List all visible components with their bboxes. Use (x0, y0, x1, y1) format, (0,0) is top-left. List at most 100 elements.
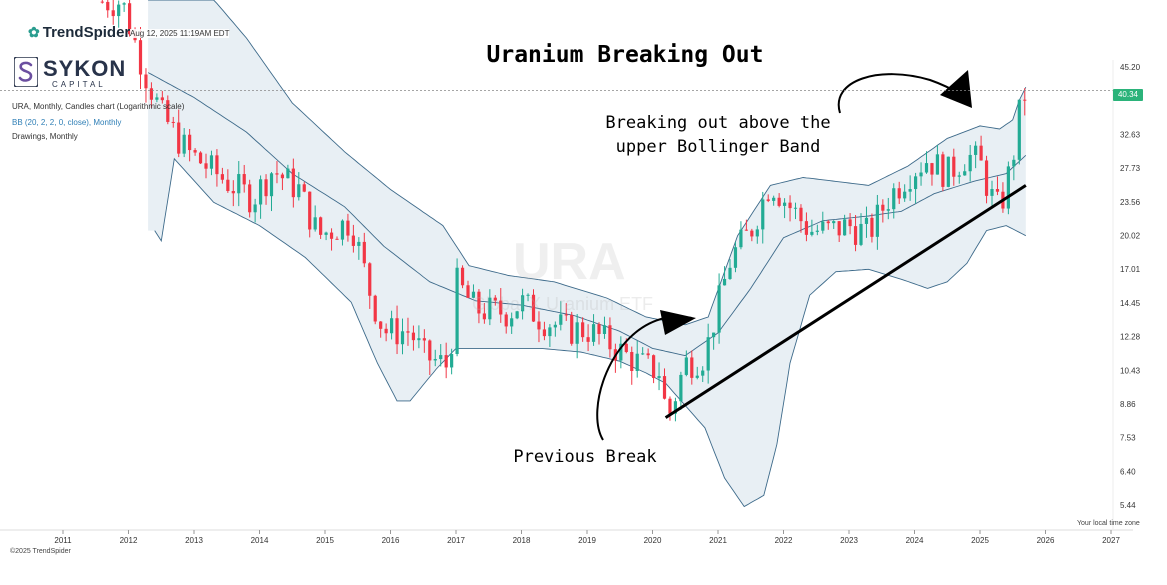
candle-body (919, 172, 923, 177)
candle-body (204, 163, 208, 169)
candle-body (471, 291, 476, 298)
candle-body (690, 357, 694, 378)
candle-body (466, 285, 470, 298)
candle-body (493, 297, 497, 301)
candle-body (188, 134, 192, 151)
candle-body (602, 325, 607, 334)
x-tick-label: 2018 (513, 536, 531, 545)
candle-body (963, 171, 967, 176)
candle-body (575, 322, 579, 344)
y-tick-label: 32.63 (1120, 130, 1141, 139)
candle-body (646, 353, 650, 356)
candle-body (952, 156, 956, 177)
candle-body (913, 176, 918, 190)
candle-body (782, 202, 787, 206)
candle-body (935, 154, 940, 175)
candle-body (373, 295, 377, 322)
x-tick-label: 2020 (644, 536, 662, 545)
support-trendline[interactable] (664, 184, 1027, 419)
candle-body (313, 217, 317, 230)
candle-body (881, 204, 885, 211)
candle-body (117, 4, 121, 17)
candle-body (979, 145, 983, 161)
candle-body (520, 295, 525, 312)
candle-body (166, 100, 170, 122)
y-tick-label: 6.40 (1120, 467, 1136, 476)
candle-body (930, 163, 934, 175)
candle-body (297, 184, 301, 198)
breakout-arrow-head-icon (940, 70, 972, 108)
candle-body (679, 374, 683, 402)
candle-body (875, 204, 879, 237)
candle-body (1023, 99, 1027, 101)
candle-body (739, 229, 743, 248)
candle-body (990, 189, 994, 196)
candle-body (504, 314, 508, 327)
candle-body (826, 221, 830, 224)
candle-body (308, 191, 312, 230)
symbol-legend[interactable]: URA, Monthly, Candles chart (Logarithmic… (12, 102, 185, 111)
candle-body (695, 375, 699, 378)
candle-body (226, 179, 230, 191)
candle-body (843, 219, 847, 236)
x-tick-label: 2022 (775, 536, 793, 545)
candle-body (668, 398, 672, 414)
trendspider-leaf-icon: ✿ (28, 24, 40, 40)
annotation-arrows-layer (596, 70, 972, 441)
last-price-badge: 40.34 (1113, 89, 1143, 101)
breakout-annotation-line1: Breaking out above the (605, 113, 831, 133)
candle-body (280, 174, 285, 179)
candle-body (531, 294, 536, 322)
candle-body (351, 235, 355, 246)
bb-indicator-legend[interactable]: BB (20, 2, 2, 0, close), Monthly (12, 118, 122, 127)
x-tick-label: 2027 (1102, 536, 1120, 545)
candle-body (772, 197, 776, 201)
candle-body (329, 232, 334, 239)
candle-body (591, 324, 596, 342)
candle-body (864, 217, 869, 224)
drawings-legend[interactable]: Drawings, Monthly (12, 132, 78, 141)
candle-body (701, 370, 705, 376)
candle-body (482, 313, 486, 320)
x-tick-label: 2017 (447, 536, 465, 545)
axes-layer: 45.20 32.63 27.73 23.56 20.02 17.01 14.45 12.28… (0, 60, 1141, 545)
candle-body (379, 321, 383, 329)
candle-body (1017, 99, 1021, 160)
candle-body (155, 97, 159, 100)
timezone-label[interactable]: Your local time zone (1077, 520, 1140, 527)
candle-body (100, 1, 104, 3)
candle-body (193, 150, 197, 153)
candle-body (477, 291, 481, 314)
candle-body (149, 88, 154, 100)
candle-body (357, 241, 361, 246)
candle-body (810, 231, 814, 235)
x-tick-label: 2013 (185, 536, 203, 545)
bb-lower-line (154, 157, 1027, 508)
candle-body (400, 331, 405, 345)
sykon-logo-subtext: CAPITAL (52, 80, 106, 89)
candle-body (422, 338, 426, 341)
candle-body (275, 173, 279, 175)
candle-body (974, 145, 978, 155)
candle-body (892, 188, 896, 210)
candle-body (335, 238, 339, 240)
candle-body (559, 314, 563, 325)
candle-body (570, 314, 574, 344)
candle-body (488, 297, 492, 320)
candle-body (984, 160, 989, 196)
candle-body (499, 300, 503, 315)
sykon-logo-text: SYKON (43, 56, 127, 81)
candle-body (362, 241, 366, 264)
candle-body (941, 154, 945, 187)
candle-body (182, 134, 186, 154)
candle-body (673, 401, 678, 414)
candle-body (526, 294, 530, 296)
candle-body (215, 155, 219, 175)
candle-body (127, 3, 132, 35)
candle-body (510, 318, 514, 327)
y-tick-label: 20.02 (1120, 231, 1141, 240)
timestamp: Aug 12, 2025 11:19AM EDT (130, 29, 230, 38)
y-tick-label: 12.28 (1120, 333, 1141, 342)
y-tick-label: 27.73 (1120, 164, 1141, 173)
